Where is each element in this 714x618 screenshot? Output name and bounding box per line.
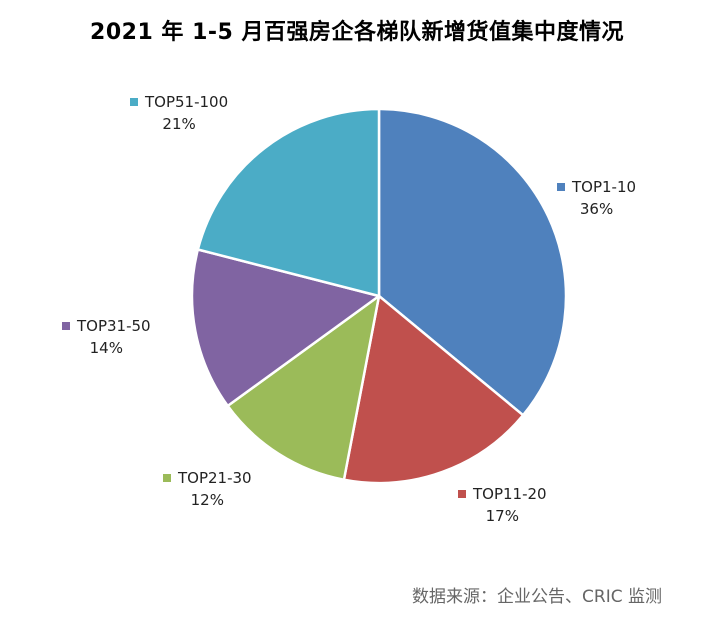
slice-percent: 14% <box>89 339 123 357</box>
slice-percent: 12% <box>190 491 224 509</box>
slice-name: TOP11-20 <box>473 485 547 503</box>
slice-percent: 36% <box>579 200 614 218</box>
pie-slice-top1-10 <box>377 107 568 417</box>
chart-title: 2021 年 1-5 月百强房企各梯队新增货值集中度情况 <box>90 20 624 45</box>
slice-percent: 17% <box>485 507 519 525</box>
slice-swatch <box>458 489 466 498</box>
pie-slice-top11-20 <box>342 294 525 485</box>
source-note: 数据来源：企业公告、CRIC 监测 <box>412 587 662 607</box>
slice-swatch <box>557 182 565 191</box>
slice-label-top1-10: TOP1-10 36% <box>557 176 636 220</box>
slice-swatch <box>163 473 171 482</box>
slice-swatch <box>62 321 70 330</box>
slice-swatch <box>130 97 138 106</box>
slice-name: TOP1-10 <box>572 178 637 196</box>
pie-slice-top51-100 <box>196 107 381 298</box>
slice-label-top51-100: TOP51-100 21% <box>130 91 228 135</box>
pie-slice-top21-30 <box>226 294 381 481</box>
slice-label-top11-20: TOP11-20 17% <box>458 483 547 527</box>
pie-slice-top31-50 <box>190 248 381 408</box>
slice-label-top31-50: TOP31-50 14% <box>62 315 151 359</box>
slice-name: TOP51-100 <box>145 93 229 111</box>
slice-percent: 21% <box>162 115 196 133</box>
slice-name: TOP31-50 <box>77 317 151 335</box>
slice-label-top21-30: TOP21-30 12% <box>163 467 252 511</box>
slice-name: TOP21-30 <box>178 469 252 487</box>
